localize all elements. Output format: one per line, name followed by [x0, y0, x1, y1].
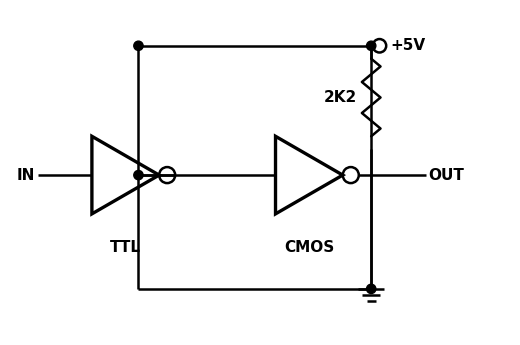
Text: IN: IN: [17, 168, 35, 183]
Text: CMOS: CMOS: [284, 240, 334, 255]
Text: OUT: OUT: [428, 168, 464, 183]
Text: TTL: TTL: [110, 240, 141, 255]
Text: +5V: +5V: [391, 38, 426, 53]
Text: 2K2: 2K2: [323, 90, 357, 105]
Circle shape: [134, 41, 143, 50]
Circle shape: [134, 170, 143, 180]
Circle shape: [367, 41, 376, 50]
Circle shape: [367, 284, 376, 294]
